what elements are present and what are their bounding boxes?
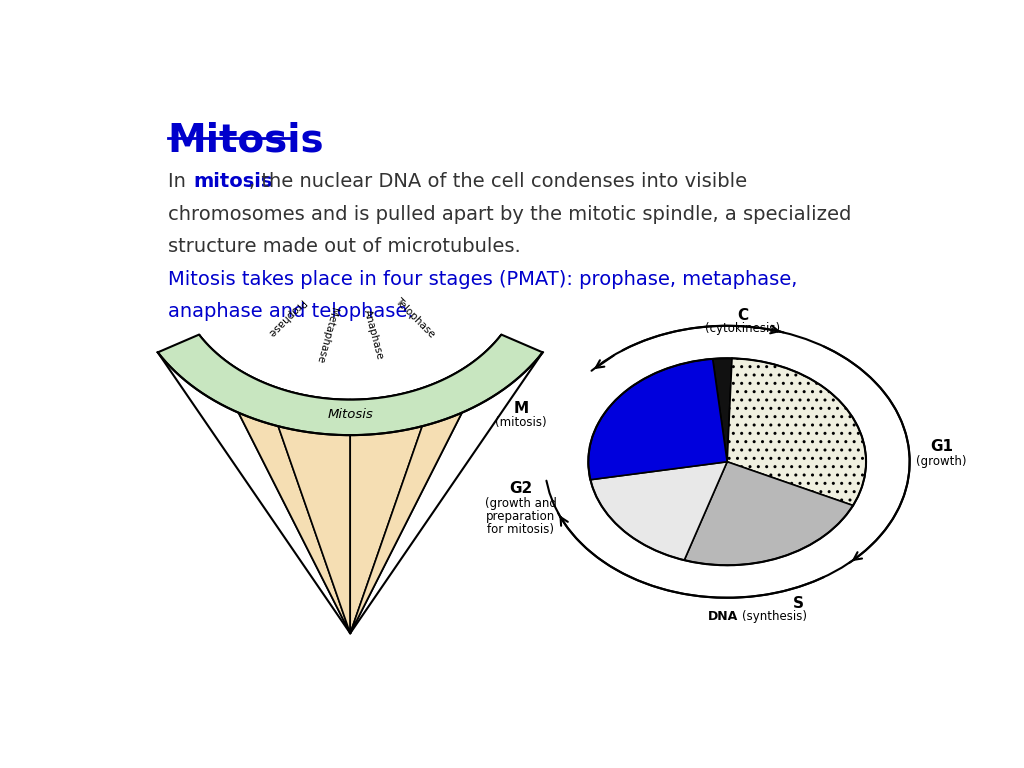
Text: structure made out of microtubules.: structure made out of microtubules. xyxy=(168,237,520,256)
Wedge shape xyxy=(589,359,727,480)
Wedge shape xyxy=(713,359,732,462)
Text: Mitosis takes place in four stages (PMAT): prophase, metaphase,: Mitosis takes place in four stages (PMAT… xyxy=(168,270,797,289)
Text: anaphase and telophase.: anaphase and telophase. xyxy=(168,302,414,321)
Wedge shape xyxy=(591,462,727,560)
Wedge shape xyxy=(727,359,866,505)
Polygon shape xyxy=(263,382,350,634)
Text: Mitosis: Mitosis xyxy=(168,121,325,160)
Text: (growth and: (growth and xyxy=(485,497,557,510)
Text: DNA: DNA xyxy=(708,611,738,623)
Text: Telophase: Telophase xyxy=(392,296,436,339)
Text: (mitosis): (mitosis) xyxy=(495,415,547,429)
Text: chromosomes and is pulled apart by the mitotic spindle, a specialized: chromosomes and is pulled apart by the m… xyxy=(168,204,851,223)
Text: Anaphase: Anaphase xyxy=(362,309,385,361)
Text: , the nuclear DNA of the cell condenses into visible: , the nuclear DNA of the cell condenses … xyxy=(250,172,748,191)
Wedge shape xyxy=(684,462,853,565)
Polygon shape xyxy=(199,335,350,634)
Text: G2: G2 xyxy=(509,481,532,496)
Text: Mitosis: Mitosis xyxy=(328,408,373,421)
Polygon shape xyxy=(199,335,502,634)
Text: (cytokinesis): (cytokinesis) xyxy=(706,323,780,335)
Text: G1: G1 xyxy=(930,439,953,455)
Polygon shape xyxy=(158,335,543,435)
Text: for mitosis): for mitosis) xyxy=(487,523,554,535)
Text: C: C xyxy=(737,308,749,323)
Text: (growth): (growth) xyxy=(916,455,967,468)
Text: Prophase: Prophase xyxy=(265,297,306,338)
Text: mitosis: mitosis xyxy=(194,172,272,191)
Text: preparation: preparation xyxy=(486,510,555,523)
Text: M: M xyxy=(513,401,528,416)
Text: In: In xyxy=(168,172,191,191)
Text: Metaphase: Metaphase xyxy=(314,306,339,364)
Text: (synthesis): (synthesis) xyxy=(742,611,807,623)
Polygon shape xyxy=(350,382,437,634)
Text: S: S xyxy=(794,596,804,611)
Polygon shape xyxy=(350,335,502,634)
